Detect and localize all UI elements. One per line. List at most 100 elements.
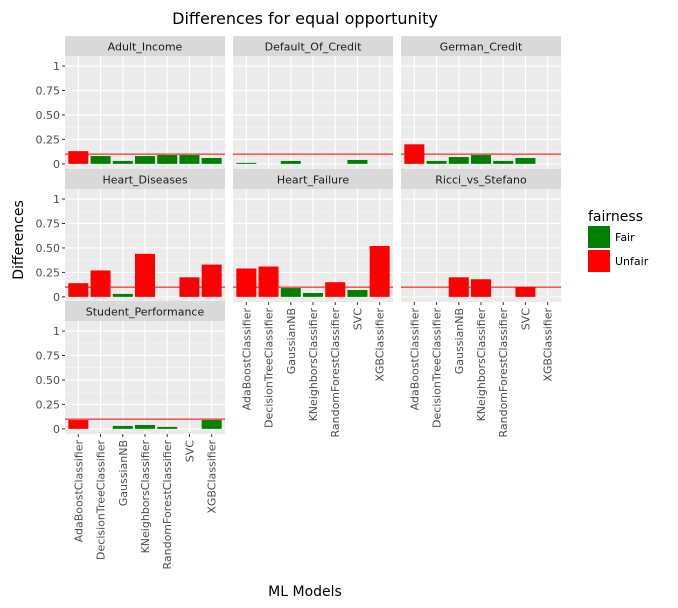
legend-key-fair	[588, 226, 610, 248]
bar-heart-diseases-adaboostclassifier	[68, 283, 89, 297]
facet-strip-label: Student_Performance	[86, 306, 205, 319]
x-tick-label: XGBClassifier	[542, 308, 555, 382]
bar-heart-failure-randomforestclassifier	[325, 282, 346, 297]
facet-strip	[65, 301, 225, 321]
x-tick-label: RandomForestClassifier	[497, 308, 510, 438]
panel-heart-failure: Heart_Failure	[233, 169, 393, 302]
panel-german-credit: German_Credit	[401, 36, 561, 169]
bar-german-credit-randomforestclassifier	[493, 160, 514, 164]
x-tick-label: SVC	[183, 440, 196, 463]
legend-title: fairness	[588, 209, 643, 225]
legend: fairness Fair Unfair	[588, 209, 649, 272]
x-tick-label: GaussianNB	[285, 308, 298, 374]
bar-adult-income-kneighborsclassifier	[135, 156, 155, 164]
y-tick-label: 0	[53, 423, 60, 436]
facet-strip-label: Heart_Failure	[277, 174, 350, 187]
x-tick-label: SVC	[519, 308, 532, 331]
chart-title: Differences for equal opportunity	[172, 9, 438, 28]
x-tick-label: AdaBoostClassifier	[240, 308, 253, 411]
facet-strip-label: Default_Of_Credit	[265, 41, 362, 54]
bar-default-of-credit-gaussiannb	[280, 160, 301, 164]
x-tick-label: XGBClassifier	[206, 440, 219, 514]
facet-strip	[65, 169, 225, 189]
legend-key-unfair	[588, 250, 610, 272]
bar-heart-diseases-xgbclassifier	[201, 264, 222, 297]
facet-strip	[401, 169, 561, 189]
bar-heart-failure-decisiontreeclassifier	[258, 266, 279, 297]
legend-label-unfair: Unfair	[615, 255, 649, 268]
x-tick-label: XGBClassifier	[374, 308, 387, 382]
x-tick-label: GaussianNB	[117, 440, 130, 506]
bar-heart-failure-xgbclassifier	[369, 245, 390, 297]
bar-heart-failure-adaboostclassifier	[236, 268, 257, 297]
y-tick-label: 0.75	[36, 217, 61, 230]
bar-student-performance-gaussiannb	[112, 425, 133, 429]
bar-student-performance-adaboostclassifier	[68, 420, 89, 429]
bar-student-performance-randomforestclassifier	[157, 426, 178, 429]
panel-ricci-vs-stefano: Ricci_vs_Stefano	[401, 169, 561, 302]
bar-heart-failure-kneighborsclassifier	[303, 292, 323, 297]
bar-ricci-vs-stefano-kneighborsclassifier	[471, 279, 491, 297]
facet-strip	[233, 169, 393, 189]
x-tick-label: SVC	[351, 308, 364, 331]
facet-strip	[233, 36, 393, 56]
bar-german-credit-gaussiannb	[448, 157, 469, 164]
y-tick-label: 0.50	[36, 242, 61, 255]
x-tick-label: AdaBoostClassifier	[408, 308, 421, 411]
bar-student-performance-xgbclassifier	[201, 420, 222, 429]
bar-german-credit-decisiontreeclassifier	[426, 160, 447, 164]
facet-strip-label: Ricci_vs_Stefano	[435, 174, 527, 187]
x-tick-label: KNeighborsClassifier	[307, 308, 320, 422]
y-tick-label: 1	[53, 325, 60, 338]
facet-strip	[401, 36, 561, 56]
x-tick-label: RandomForestClassifier	[329, 308, 342, 438]
bar-adult-income-randomforestclassifier	[157, 155, 178, 164]
y-tick-label: 0.50	[36, 374, 61, 387]
bar-ricci-vs-stefano-svc	[515, 287, 536, 297]
x-tick-label: DecisionTreeClassifier	[95, 440, 108, 560]
bar-heart-failure-svc	[347, 290, 368, 297]
bar-default-of-credit-svc	[347, 159, 368, 164]
panel-heart-diseases: Heart_Diseases 0 0.25 0.50 0.75 1	[36, 169, 225, 304]
bar-heart-diseases-decisiontreeclassifier	[90, 270, 111, 297]
x-tick-label: KNeighborsClassifier	[475, 308, 488, 422]
facet-panels: Adult_Income 0 0.25 0.50 0.75 1 Default_Of_Cre…	[36, 36, 561, 436]
y-tick-label: 1	[53, 193, 60, 206]
facet-strip-label: Adult_Income	[108, 41, 183, 54]
x-tick-label: GaussianNB	[453, 308, 466, 374]
x-tick-label: DecisionTreeClassifier	[431, 308, 444, 428]
legend-label-fair: Fair	[615, 231, 635, 244]
bar-adult-income-svc	[179, 155, 200, 164]
y-tick-label: 0.25	[36, 133, 61, 146]
bar-german-credit-svc	[515, 157, 536, 164]
y-tick-label: 0	[53, 291, 60, 304]
y-tick-label: 0	[53, 158, 60, 171]
y-tick-label: 0.75	[36, 349, 61, 362]
bar-adult-income-decisiontreeclassifier	[90, 156, 111, 164]
bar-heart-failure-gaussiannb	[280, 288, 301, 297]
panel-student-performance: Student_Performance 0 0.25 0.50 0.75 1	[36, 301, 225, 436]
y-tick-label: 0.75	[36, 84, 61, 97]
bar-heart-diseases-kneighborsclassifier	[135, 253, 155, 297]
bar-german-credit-kneighborsclassifier	[471, 155, 491, 164]
bar-adult-income-adaboostclassifier	[68, 151, 89, 164]
x-axis-tick-labels: AdaBoostClassifier DecisionTreeClassifier…	[72, 302, 555, 570]
legend-items: Fair Unfair	[588, 226, 649, 272]
y-axis-title: Differences	[11, 200, 27, 279]
y-tick-label: 1	[53, 60, 60, 73]
x-tick-label: KNeighborsClassifier	[139, 440, 152, 554]
x-tick-label: RandomForestClassifier	[161, 440, 174, 570]
bar-adult-income-gaussiannb	[112, 160, 133, 164]
bar-heart-diseases-gaussiannb	[112, 293, 133, 297]
bar-adult-income-xgbclassifier	[201, 157, 222, 164]
y-tick-label: 0.25	[36, 398, 61, 411]
panel-default-of-credit: Default_Of_Credit	[233, 36, 393, 169]
x-axis-title: ML Models	[268, 584, 342, 600]
bar-default-of-credit-adaboostclassifier	[236, 162, 257, 164]
facet-strip	[65, 36, 225, 56]
y-tick-label: 0.25	[36, 266, 61, 279]
bar-student-performance-kneighborsclassifier	[135, 424, 155, 429]
facet-strip-label: Heart_Diseases	[102, 174, 187, 187]
panel-adult-income: Adult_Income 0 0.25 0.50 0.75 1	[36, 36, 225, 171]
